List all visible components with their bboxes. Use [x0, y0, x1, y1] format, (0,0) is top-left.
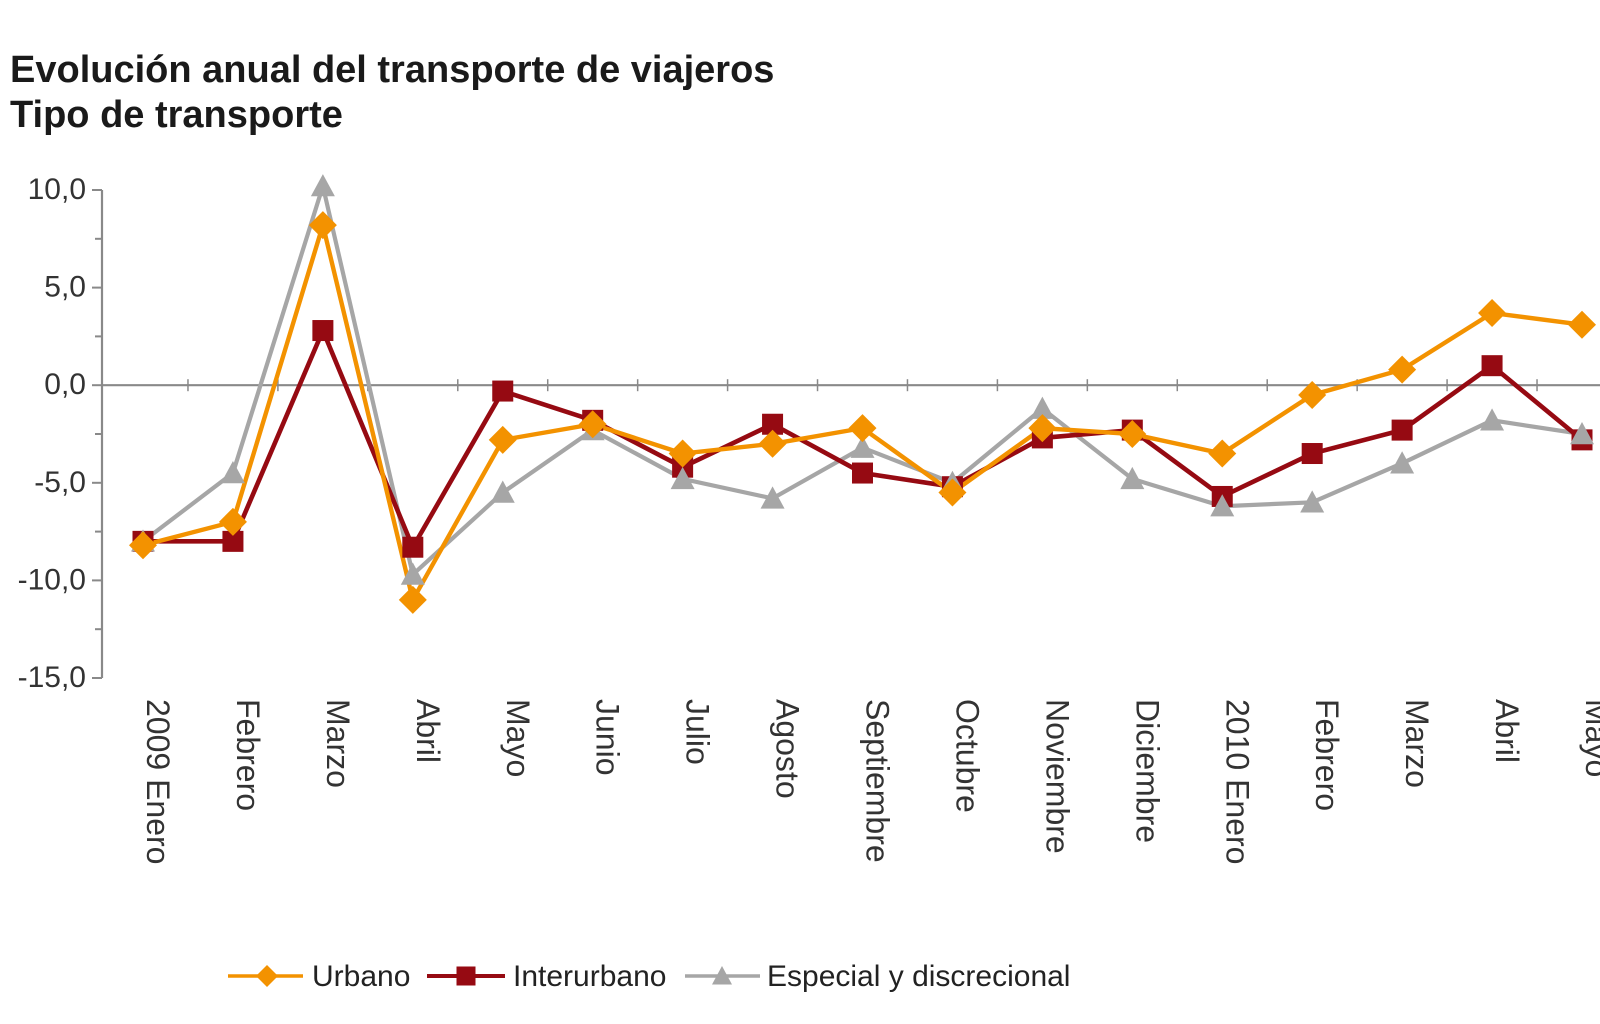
svg-text:Agosto: Agosto	[770, 699, 806, 799]
svg-text:Septiembre: Septiembre	[860, 699, 896, 863]
svg-text:Diciembre: Diciembre	[1129, 699, 1165, 843]
svg-text:2009 Enero: 2009 Enero	[140, 699, 176, 864]
svg-text:Urbano: Urbano	[312, 960, 410, 993]
svg-text:Mayo: Mayo	[500, 699, 536, 777]
svg-text:Mayo: Mayo	[1579, 699, 1600, 777]
svg-text:Febrero: Febrero	[230, 699, 266, 811]
svg-text:5,0: 5,0	[44, 271, 86, 304]
svg-text:Julio: Julio	[680, 699, 716, 765]
svg-text:Junio: Junio	[590, 699, 626, 776]
svg-text:Febrero: Febrero	[1309, 699, 1345, 811]
svg-text:-10,0: -10,0	[18, 563, 86, 596]
svg-text:Abril: Abril	[410, 699, 446, 763]
svg-text:Especial y discrecional: Especial y discrecional	[767, 960, 1070, 993]
svg-text:Interurbano: Interurbano	[513, 960, 666, 993]
svg-text:-15,0: -15,0	[18, 661, 86, 694]
svg-text:-5,0: -5,0	[34, 466, 86, 499]
svg-text:0,0: 0,0	[44, 368, 86, 401]
svg-text:Octubre: Octubre	[949, 699, 985, 813]
svg-text:Noviembre: Noviembre	[1039, 699, 1075, 854]
svg-text:10,0: 10,0	[28, 173, 86, 206]
svg-text:Abril: Abril	[1489, 699, 1525, 763]
svg-text:Marzo: Marzo	[1399, 699, 1435, 788]
svg-text:2010 Enero: 2010 Enero	[1219, 699, 1255, 864]
svg-text:Marzo: Marzo	[320, 699, 356, 788]
